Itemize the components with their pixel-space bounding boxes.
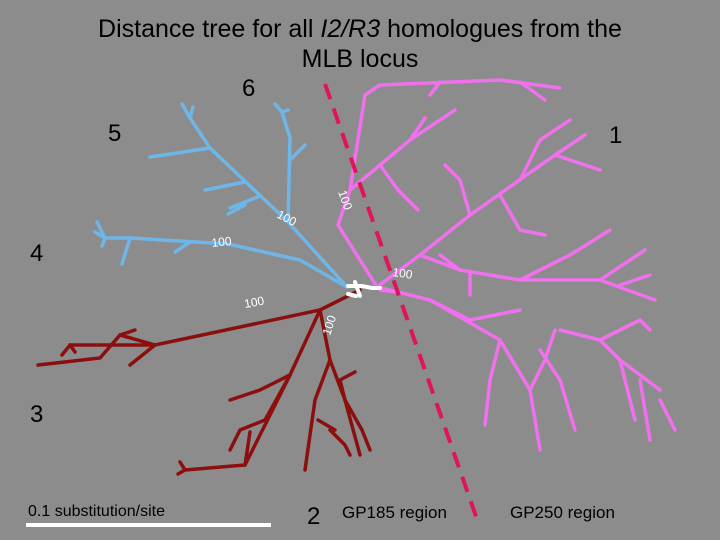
region-divider [323,83,480,523]
tree-root [346,280,382,298]
bootstrap-value: 100 [320,313,340,337]
scale-bar-label: 0.1 substitution/site [28,503,165,520]
scale-bar [26,523,271,527]
bootstrap-value: 100 [392,265,414,282]
clade-label-1: 1 [609,122,623,149]
page-title: Distance tree for all I2/R3 homologues f… [0,14,720,74]
bootstrap-value: 100 [335,188,355,212]
title-gene-name: I2/R3 [320,15,381,43]
blue-clade [93,102,349,289]
bootstrap-value: 100 [211,234,233,250]
title-prefix: Distance tree for all [98,15,321,43]
clade-label-4: 4 [30,240,44,267]
pink-clade [336,78,677,452]
clade-label-2: 2 [307,503,321,530]
clade-label-6: 6 [242,75,256,102]
clade-label-3: 3 [30,401,44,428]
region-label-gp185: GP185 region [342,503,447,522]
bootstrap-value: 100 [243,294,265,311]
title-suffix: homologues from the [380,15,622,43]
region-label-gp250: GP250 region [510,503,615,522]
clade-label-5: 5 [108,120,122,147]
red-clade [36,288,372,476]
title-line-2: MLB locus [301,45,419,73]
